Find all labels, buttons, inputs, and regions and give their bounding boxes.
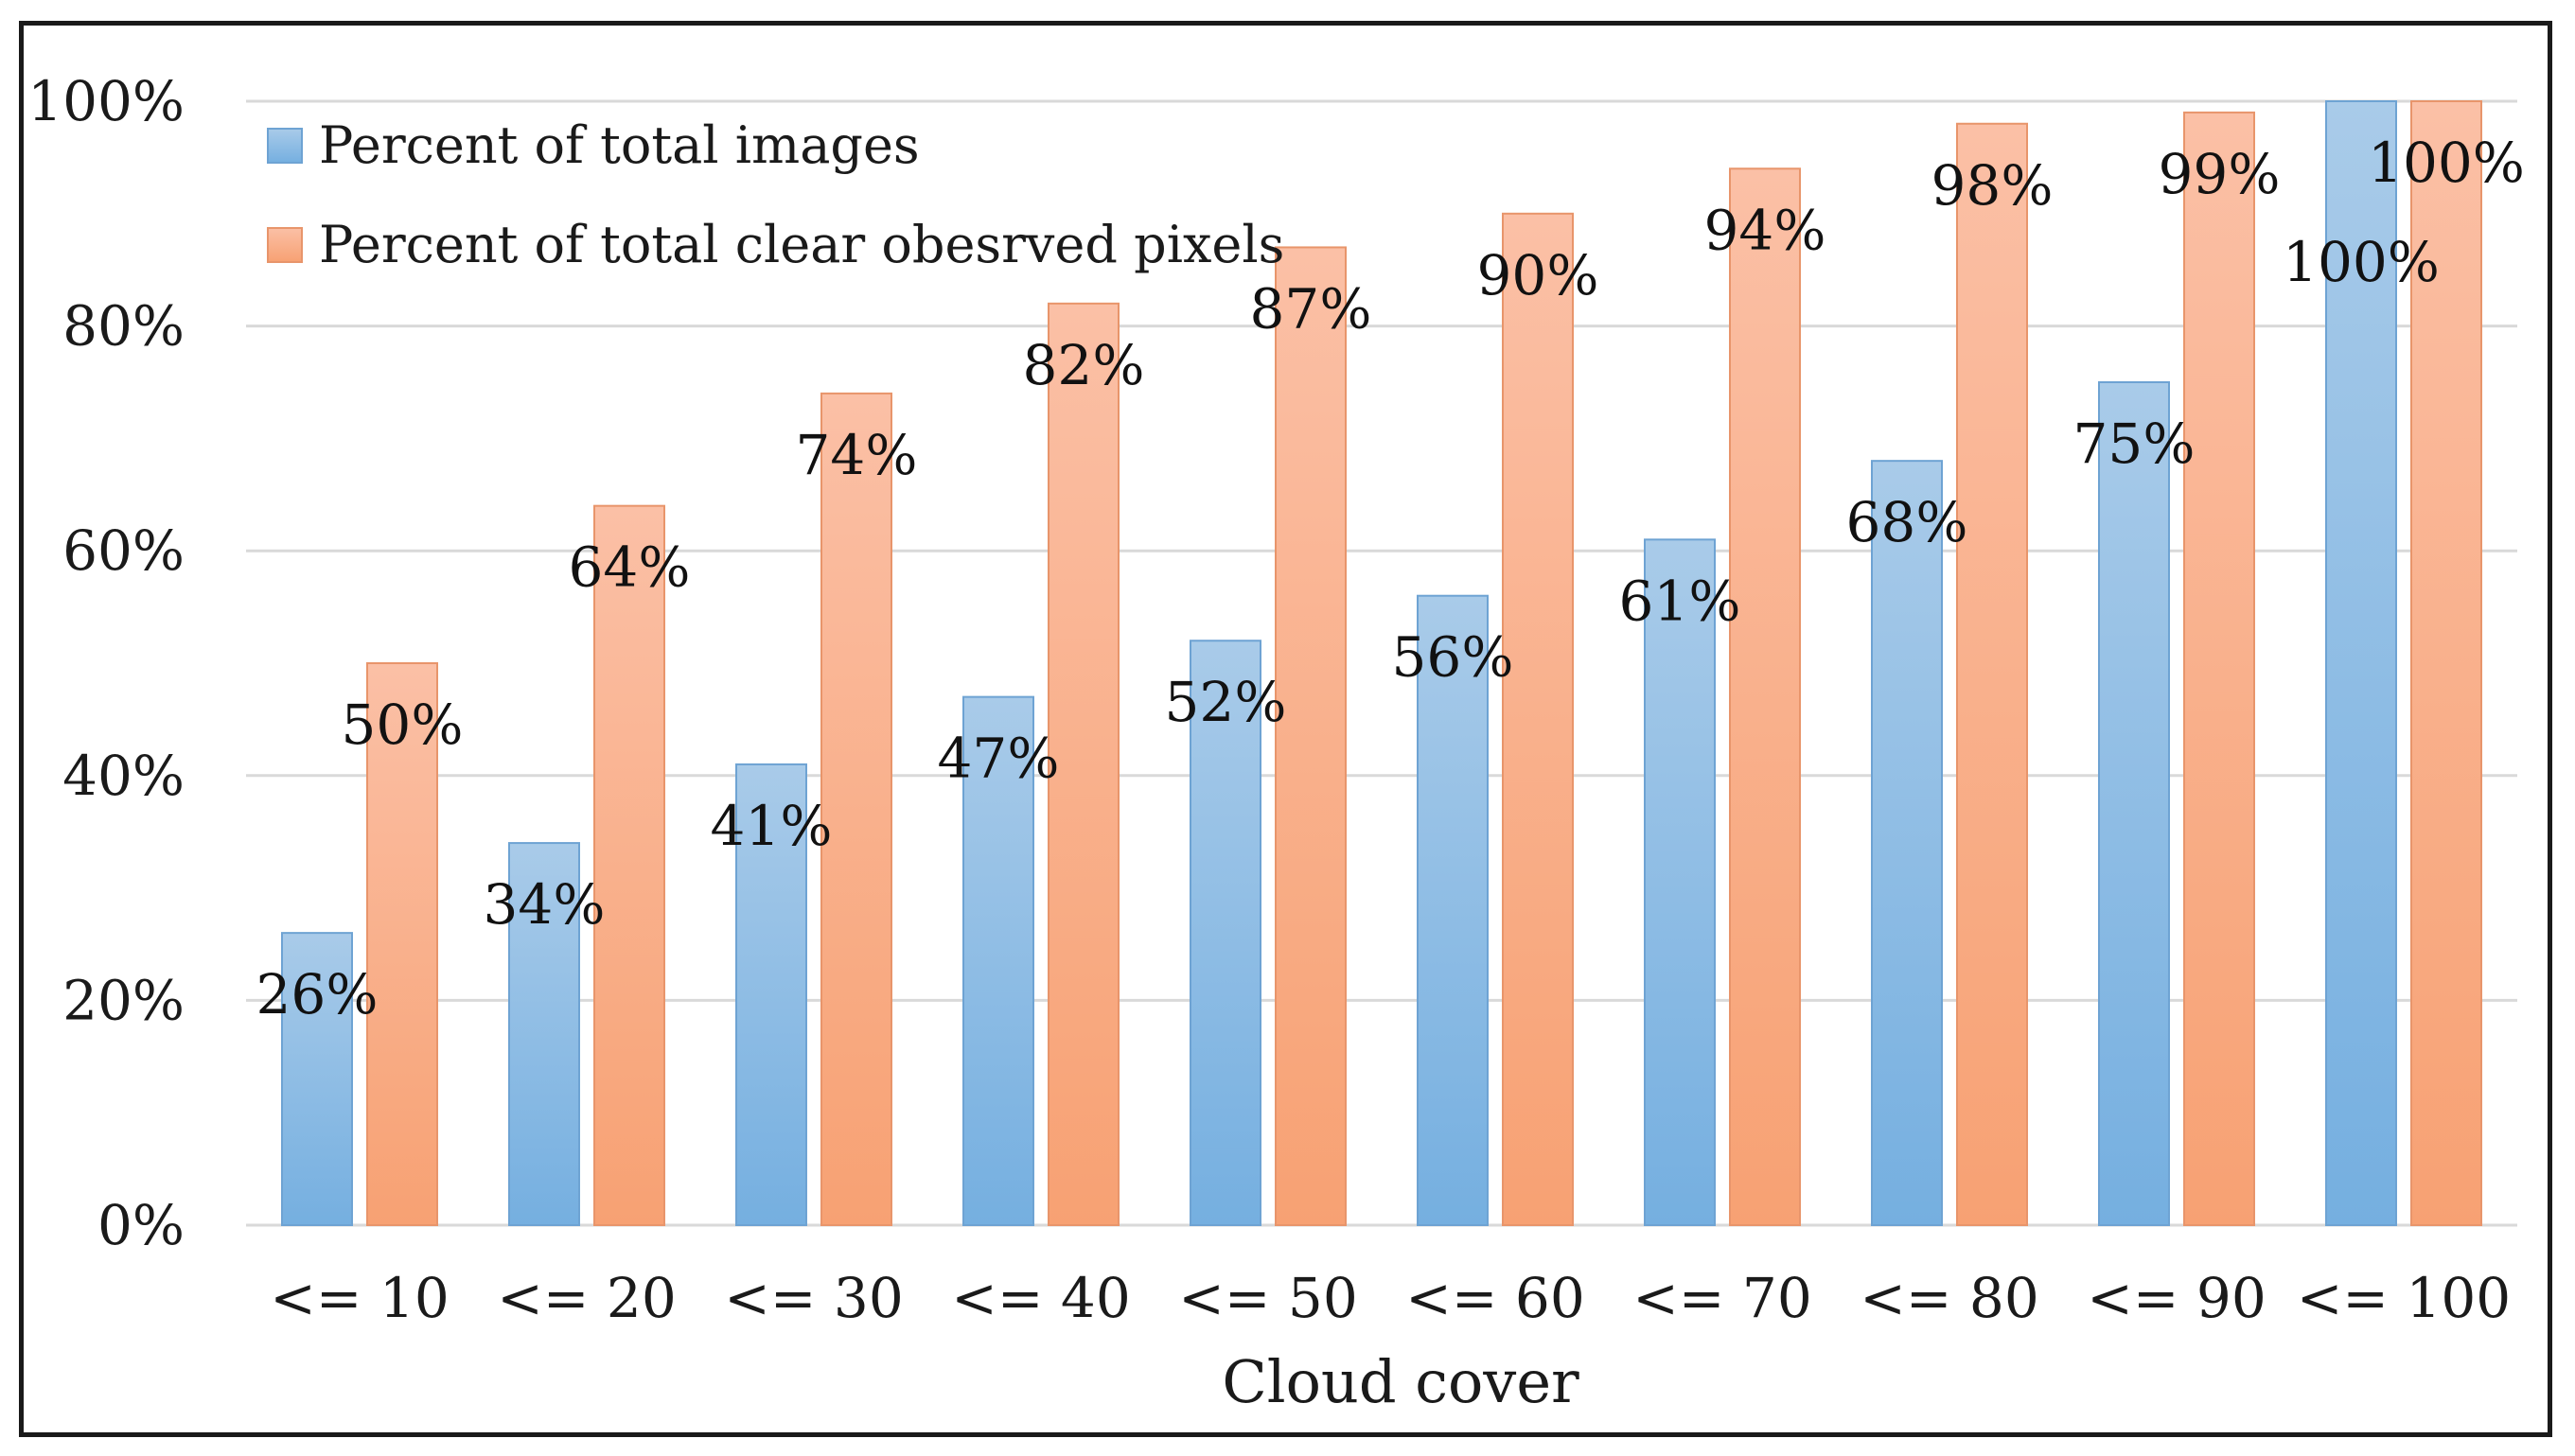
bar-clear-pixels xyxy=(2410,100,2482,1226)
x-tick-label: <= 90 xyxy=(2087,1266,2266,1330)
bar-images xyxy=(1417,594,1489,1226)
legend-label-clear-pixels: Percent of total clear obesrved pixels xyxy=(319,215,1284,274)
data-label-clear-pixels: 50% xyxy=(342,693,464,757)
data-label-images: 41% xyxy=(711,794,833,858)
bar-images xyxy=(508,842,580,1227)
data-label-clear-pixels: 100% xyxy=(2368,131,2525,195)
data-labels: 26% 50% 34% 64% 41% 74% 47% 82% 52% 87% 56% 90% 61% 9… xyxy=(256,131,2525,1026)
bar-clear-pixels xyxy=(820,392,892,1226)
x-tick-label: <= 20 xyxy=(497,1266,676,1330)
data-label-images: 26% xyxy=(256,962,379,1026)
bar-images xyxy=(962,695,1034,1226)
data-label-clear-pixels: 74% xyxy=(796,423,918,487)
y-tick-label: 20% xyxy=(62,968,185,1032)
bars xyxy=(281,100,2482,1227)
y-tick-label: 40% xyxy=(62,744,185,808)
x-tick-label: <= 10 xyxy=(270,1266,449,1330)
bar-images xyxy=(735,763,807,1226)
bar-images xyxy=(1190,640,1261,1226)
x-tick-label: <= 60 xyxy=(1405,1266,1584,1330)
bar-clear-pixels xyxy=(1729,167,1801,1226)
data-label-images: 61% xyxy=(1619,569,1741,633)
x-axis-title: Cloud cover xyxy=(1222,1347,1579,1416)
x-tick-label: <= 50 xyxy=(1178,1266,1357,1330)
data-label-images: 75% xyxy=(2073,412,2196,476)
data-label-clear-pixels: 98% xyxy=(1931,153,2054,218)
data-label-clear-pixels: 87% xyxy=(1250,276,1372,341)
bar-chart: 0% 20% 40% 60% 80% 100% 26% 50% 34% 64% 41% 74% 47%… xyxy=(27,69,2525,1416)
bar-clear-pixels xyxy=(1956,122,2028,1226)
bar-clear-pixels xyxy=(593,504,665,1226)
chart-frame: 0% 20% 40% 60% 80% 100% 26% 50% 34% 64% 41% 74% 47%… xyxy=(19,21,2552,1437)
y-axis-ticks: 0% 20% 40% 60% 80% 100% xyxy=(27,69,185,1257)
bar-images xyxy=(2098,381,2170,1226)
data-label-images: 100% xyxy=(2283,230,2440,294)
data-label-clear-pixels: 94% xyxy=(1704,198,1826,262)
y-tick-label: 80% xyxy=(62,294,185,359)
bar-images xyxy=(2325,100,2397,1226)
bar-clear-pixels xyxy=(1048,302,1120,1226)
legend-label-images: Percent of total images xyxy=(319,115,920,175)
data-label-images: 52% xyxy=(1165,670,1287,734)
x-tick-label: <= 30 xyxy=(724,1266,903,1330)
y-tick-label: 0% xyxy=(97,1193,185,1257)
data-label-images: 56% xyxy=(1392,625,1514,690)
bar-clear-pixels xyxy=(366,662,438,1226)
bar-images xyxy=(1871,460,1943,1227)
legend-swatch-images xyxy=(267,128,303,164)
bar-images xyxy=(1644,538,1716,1226)
data-label-images: 68% xyxy=(1846,490,1968,554)
y-tick-label: 100% xyxy=(27,69,185,133)
legend: Percent of total images Percent of total … xyxy=(267,115,1284,274)
data-label-images: 34% xyxy=(484,872,606,937)
x-tick-label: <= 80 xyxy=(1860,1266,2038,1330)
data-label-clear-pixels: 82% xyxy=(1023,333,1145,397)
x-axis-ticks: <= 10 <= 20 <= 30 <= 40 <= 50 <= 60 <= 70 <= 80… xyxy=(270,1266,2511,1330)
bar-clear-pixels xyxy=(2183,111,2255,1226)
x-tick-label: <= 40 xyxy=(951,1266,1130,1330)
data-label-clear-pixels: 99% xyxy=(2159,142,2281,206)
data-label-clear-pixels: 64% xyxy=(569,535,691,600)
bar-images xyxy=(281,932,353,1226)
data-label-clear-pixels: 90% xyxy=(1477,243,1599,307)
bar-clear-pixels xyxy=(1275,246,1347,1227)
legend-swatch-clear-pixels xyxy=(267,227,303,263)
x-tick-label: <= 70 xyxy=(1632,1266,1811,1330)
x-tick-label: <= 100 xyxy=(2297,1266,2511,1330)
bar-clear-pixels xyxy=(1502,212,1574,1226)
data-label-images: 47% xyxy=(938,727,1060,791)
y-tick-label: 60% xyxy=(62,518,185,583)
